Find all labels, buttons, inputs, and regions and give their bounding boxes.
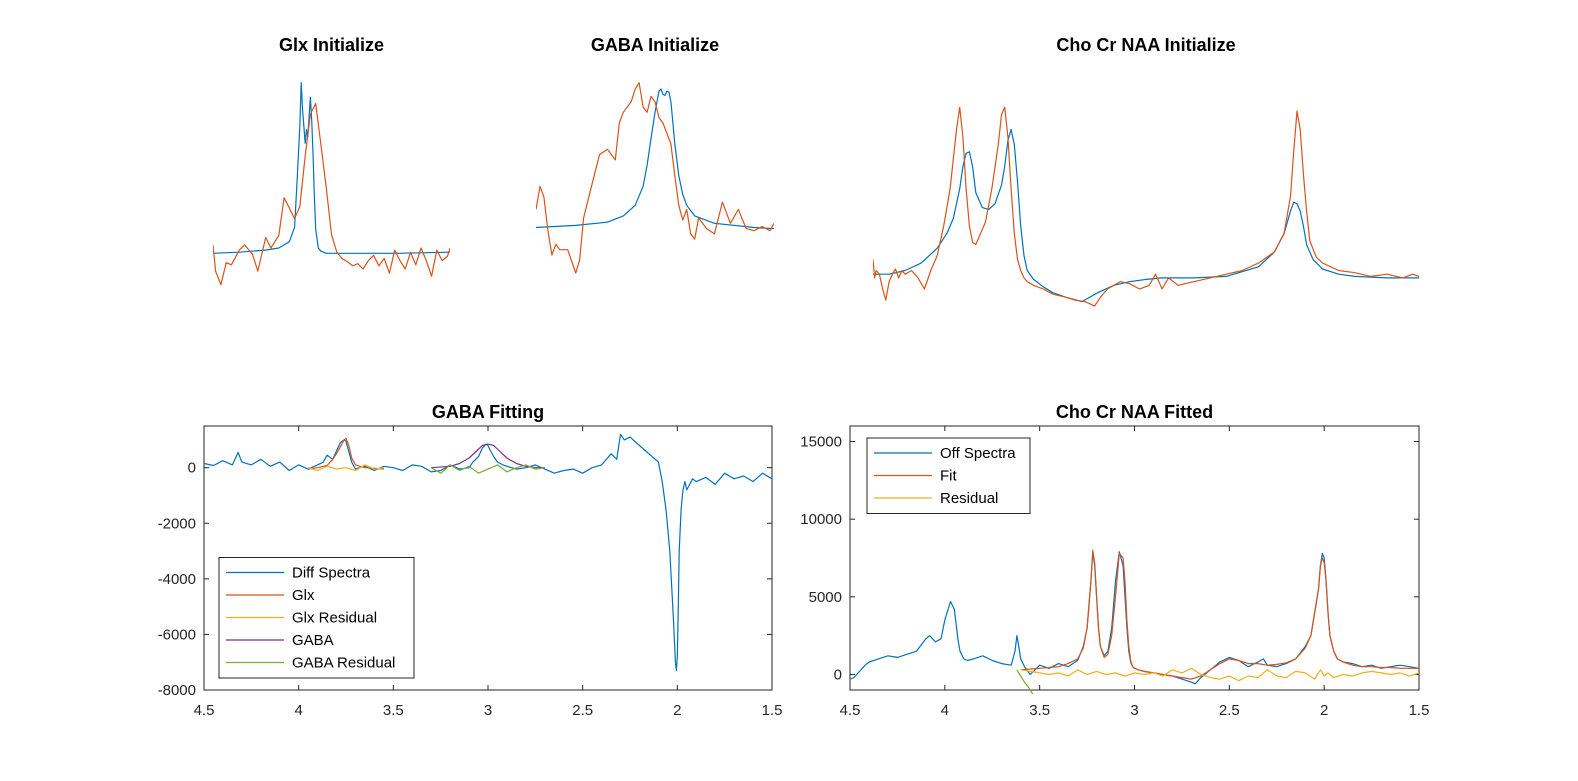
legend-label: GABA xyxy=(292,632,334,649)
legend-label: Fit xyxy=(940,468,957,485)
series-line-gaba-residual xyxy=(430,464,545,474)
y-tick-label: 10000 xyxy=(800,511,842,528)
x-tick-label: 4 xyxy=(294,702,302,719)
x-tick-label: 3.5 xyxy=(1029,702,1050,719)
x-tick-label: 3.5 xyxy=(383,702,404,719)
chart-title: Glx Initialize xyxy=(279,35,384,55)
series-line xyxy=(873,128,1419,303)
series-line xyxy=(536,88,774,230)
chart-chocrnaa_fitted: Cho Cr NAA Fitted 4.5 4 3.5 3 2.5 2 1.5 0 5000 100… xyxy=(800,402,1429,719)
chart-title: Cho Cr NAA Fitted xyxy=(1056,402,1213,422)
y-tick-label: -6000 xyxy=(158,626,196,643)
x-tick-label: 4.5 xyxy=(840,702,861,719)
chart-gaba_fitting: GABA Fitting 4.5 4 3.5 3 2.5 2 1.5 0 -2000 -4000 -6… xyxy=(158,402,783,719)
x-tick-label: 2.5 xyxy=(1219,702,1240,719)
y-tick-label: -2000 xyxy=(158,515,196,532)
chart-title: Cho Cr NAA Initialize xyxy=(1056,35,1235,55)
series-line xyxy=(873,106,1419,307)
legend-label: GABA Residual xyxy=(292,655,395,672)
chart-gaba_init: GABA Initialize xyxy=(536,35,774,274)
chart-glx_init: Glx Initialize xyxy=(213,35,450,286)
legend-label: Off Spectra xyxy=(940,445,1016,462)
y-tick-label: 5000 xyxy=(809,589,842,606)
x-tick-label: 2 xyxy=(1320,702,1328,719)
x-tick-label: 1.5 xyxy=(1409,702,1430,719)
y-tick-label: 0 xyxy=(188,460,196,477)
legend-label: Glx Residual xyxy=(292,610,377,627)
x-tick-label: 4.5 xyxy=(194,702,215,719)
series-line-fit xyxy=(1020,549,1419,680)
legend: Diff Spectra Glx Glx Residual GABA GABA Resi… xyxy=(218,557,415,679)
y-tick-label: 15000 xyxy=(800,434,842,451)
series-line xyxy=(536,82,774,274)
x-tick-label: 2.5 xyxy=(572,702,593,719)
x-tick-label: 4 xyxy=(941,702,949,719)
series-line-residual xyxy=(1020,667,1419,682)
legend-label: Glx xyxy=(292,587,315,604)
x-tick-label: 2 xyxy=(673,702,681,719)
x-tick-label: 1.5 xyxy=(762,702,783,719)
x-tick-label: 3 xyxy=(1130,702,1138,719)
y-tick-label: 0 xyxy=(834,666,842,683)
series-line xyxy=(1016,669,1034,694)
y-tick-label: -4000 xyxy=(158,571,196,588)
legend-label: Residual xyxy=(940,490,998,507)
series-line-glx-residual xyxy=(307,464,384,472)
series-line xyxy=(213,102,450,286)
y-tick-label: -8000 xyxy=(158,682,196,699)
legend: Off Spectra Fit Residual xyxy=(866,437,1031,514)
chart-chocrnaa_init: Cho Cr NAA Initialize xyxy=(873,35,1419,307)
x-tick-label: 3 xyxy=(484,702,492,719)
legend-label: Diff Spectra xyxy=(292,565,371,582)
chart-title: GABA Fitting xyxy=(432,402,544,422)
series-line xyxy=(213,81,450,254)
series-line-diff-spectra xyxy=(204,433,772,672)
chart-title: GABA Initialize xyxy=(591,35,719,55)
